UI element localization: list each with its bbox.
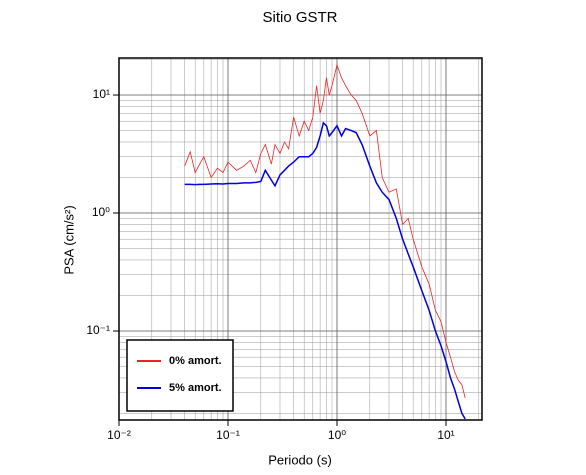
x-axis-label: Periodo (s) xyxy=(268,452,332,467)
y-tick-label: 10⁰ xyxy=(92,205,110,219)
y-tick-label: 10⁻¹ xyxy=(86,323,110,337)
y-tick-label: 10¹ xyxy=(93,87,110,101)
series-line xyxy=(184,63,466,399)
legend-label: 0% amort. xyxy=(169,355,222,367)
y-axis-label: PSA (cm/s²) xyxy=(61,205,76,274)
series-line xyxy=(184,121,466,420)
x-tick-label: 10⁰ xyxy=(328,428,346,442)
legend-box xyxy=(126,339,234,412)
x-tick-label: 10⁻² xyxy=(107,428,131,442)
x-tick-label: 10⁻¹ xyxy=(216,428,240,442)
chart-title: Sitio GSTR xyxy=(262,9,337,26)
plot-frame xyxy=(118,57,483,421)
x-tick-label: 10¹ xyxy=(437,428,454,442)
legend-label: 5% amort. xyxy=(169,382,222,394)
